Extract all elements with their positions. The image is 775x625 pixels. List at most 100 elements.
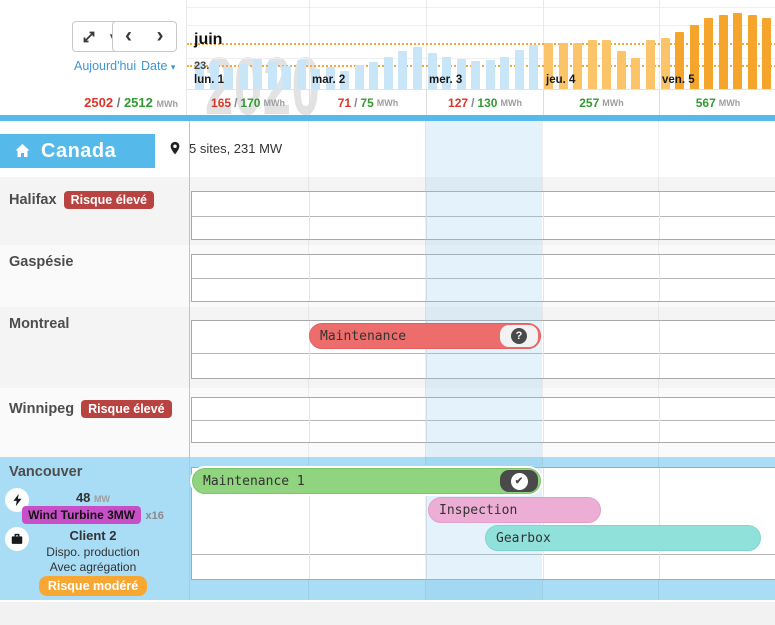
lightning-icon	[12, 493, 22, 507]
region-summary: 5 sites, 231 MW	[168, 140, 282, 156]
day-label: jeu. 4	[546, 74, 576, 86]
production-bar	[398, 51, 407, 89]
production-bar	[588, 40, 597, 89]
timeline-scroll-indicator[interactable]	[0, 115, 775, 121]
production-bar	[704, 18, 713, 89]
day-energy-cell: 127/ 130 MWh	[426, 90, 543, 115]
today-link[interactable]: Aujourd'hui	[74, 59, 137, 73]
day-label: mer. 3	[429, 74, 463, 86]
task-bar-maintenance[interactable]: Maintenance ?	[309, 323, 541, 349]
threshold-line	[187, 65, 775, 67]
dispo-label: Dispo. production	[46, 545, 140, 559]
production-bar	[733, 13, 742, 89]
bottom-strip	[0, 600, 775, 625]
production-bars	[187, 0, 775, 89]
risk-moderate-wrap: Risque modéré	[0, 576, 186, 596]
region-banner[interactable]: Canada	[0, 134, 155, 168]
site-name: Montreal	[9, 316, 70, 332]
site-label-montreal[interactable]: Montreal	[9, 316, 69, 332]
caret-down-icon: ▾	[170, 62, 176, 72]
turbine-info: Wind Turbine 3MW x16	[0, 506, 186, 524]
production-bar	[195, 63, 204, 89]
site-label-gaspesie[interactable]: Gaspésie	[9, 254, 74, 270]
expand-button[interactable]	[72, 21, 106, 52]
total-used: 2502	[84, 95, 114, 110]
production-bar	[326, 67, 335, 89]
gantt-box-halifax[interactable]	[191, 191, 775, 240]
month-label: juin	[194, 31, 223, 48]
row-divider	[192, 554, 775, 555]
production-bar	[602, 40, 611, 89]
production-bar	[515, 50, 524, 89]
production-bar	[646, 40, 655, 89]
task-status-button[interactable]: ✔	[500, 470, 538, 492]
task-status-button[interactable]: ?	[500, 325, 538, 347]
production-bar	[762, 18, 771, 89]
production-bar	[631, 58, 640, 89]
production-bar	[442, 57, 451, 89]
task-label: Maintenance 1	[203, 473, 305, 489]
production-bar	[573, 43, 582, 89]
day-label: mar. 2	[312, 74, 346, 86]
turbine-badge: Wind Turbine 3MW	[22, 506, 142, 524]
gridline	[187, 25, 775, 26]
task-label: Maintenance	[320, 328, 407, 344]
production-bar	[544, 43, 553, 89]
risk-moderate-badge: Risque modéré	[38, 576, 148, 596]
turbine-count: x16	[145, 510, 164, 522]
production-bar	[224, 67, 233, 89]
region-row: Canada 5 sites, 231 MW	[0, 121, 775, 177]
production-bar	[355, 65, 364, 89]
task-bar-maintenance-1[interactable]: Maintenance 1 ✔	[192, 468, 541, 494]
site-power: 48 MW	[75, 490, 111, 505]
production-bar	[311, 69, 320, 89]
chevron-right-icon: ›	[156, 23, 164, 47]
production-bar	[529, 45, 538, 89]
week-number: 23.	[194, 60, 210, 72]
site-label-winnipeg[interactable]: Winnipeg Risque élevé	[9, 400, 172, 418]
client-icon	[5, 527, 29, 551]
site-label-halifax[interactable]: Halifax Risque élevé	[9, 191, 154, 209]
gantt-box-winnipeg[interactable]	[191, 397, 775, 443]
site-name: Gaspésie	[9, 254, 74, 270]
production-bar	[559, 43, 568, 89]
date-dropdown[interactable]: Date ▾	[141, 59, 176, 73]
day-label: lun. 1	[194, 74, 225, 86]
client-name: Client 2	[69, 528, 117, 543]
day-energy-cell: 257 MWh	[543, 90, 659, 115]
gantt-left-border	[189, 121, 190, 600]
production-bar	[748, 15, 757, 89]
gantt-box-gaspesie[interactable]	[191, 254, 775, 302]
production-bar	[500, 57, 509, 89]
total-production: 2502 / 2512 MWh	[84, 95, 179, 110]
total-unit: MWh	[156, 99, 179, 109]
site-label-vancouver[interactable]: Vancouver	[9, 464, 82, 480]
day-energy-cell: 567 MWh	[659, 90, 775, 115]
risk-badge: Risque élevé	[63, 191, 154, 209]
production-bar	[384, 57, 393, 89]
threshold-line	[187, 43, 775, 45]
task-bar-gearbox[interactable]: Gearbox	[485, 525, 761, 551]
total-capacity: 2512	[123, 95, 153, 110]
chevron-left-icon: ‹	[125, 23, 132, 47]
production-bar	[486, 60, 495, 89]
expand-icon	[83, 31, 95, 42]
question-icon: ?	[511, 328, 527, 344]
production-bar	[428, 53, 437, 89]
site-name: Vancouver	[9, 464, 83, 480]
production-bar	[690, 25, 699, 89]
production-bar	[340, 71, 349, 89]
gridline	[187, 7, 775, 8]
daily-energy-row: 165/ 170 MWh 71/ 75 MWh 127/ 130 MWh 257 MWh…	[187, 89, 775, 115]
region-name: Canada	[41, 139, 117, 162]
row-divider	[192, 353, 775, 354]
next-period-button[interactable]: ›	[144, 21, 177, 52]
task-bar-inspection[interactable]: Inspection	[428, 497, 601, 523]
production-bar	[457, 59, 466, 89]
production-bar	[413, 47, 422, 89]
task-label: Inspection	[439, 502, 518, 518]
day-energy-cell: 71/ 75 MWh	[309, 90, 426, 115]
day-energy-cell: 165/ 170 MWh	[211, 96, 285, 110]
previous-period-button[interactable]: ‹	[112, 21, 145, 52]
risk-badge: Risque élevé	[81, 400, 172, 418]
